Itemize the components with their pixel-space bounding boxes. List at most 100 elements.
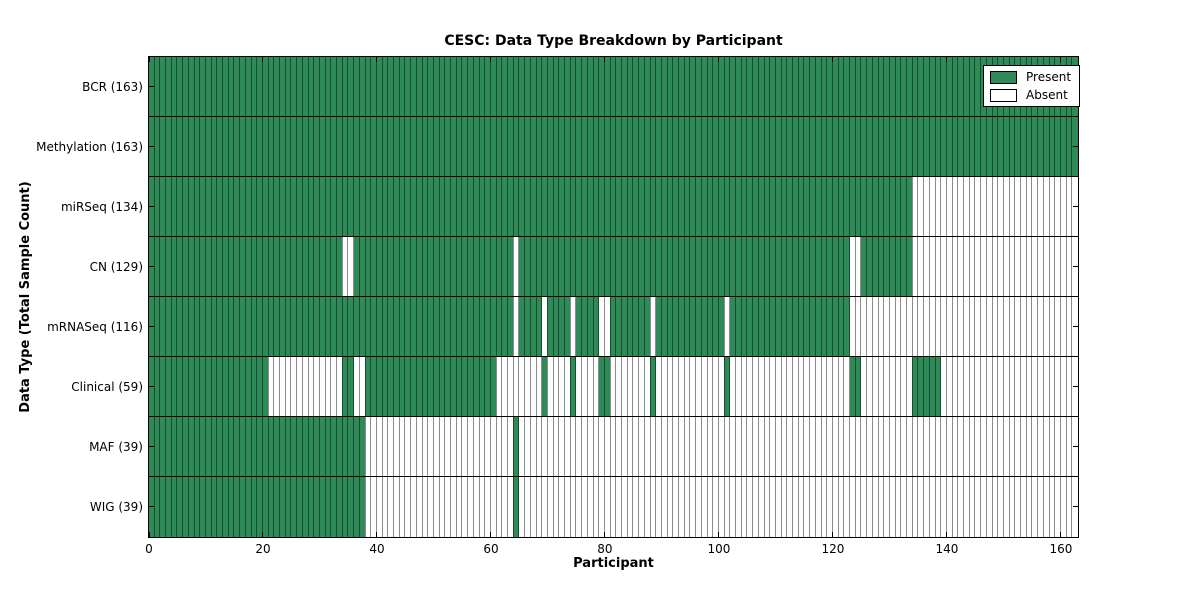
row-mirseq xyxy=(148,176,1078,237)
x-tick-bottom xyxy=(1059,531,1061,537)
row-cn xyxy=(148,236,1078,297)
y-tick-left xyxy=(148,86,154,87)
x-tick-top xyxy=(261,56,263,62)
present-segment xyxy=(518,296,542,357)
x-tick-label-0: 0 xyxy=(145,542,153,556)
x-tick-bottom xyxy=(375,531,377,537)
present-segment xyxy=(912,356,941,417)
present-segment xyxy=(148,416,366,477)
present-segment xyxy=(860,236,913,297)
row-methylation xyxy=(148,116,1078,177)
row-label-cn: CN (129) xyxy=(89,260,143,274)
present-segment xyxy=(570,356,576,417)
x-tick-bottom xyxy=(148,531,150,537)
chart-title: CESC: Data Type Breakdown by Participant xyxy=(444,33,783,49)
x-tick-bottom xyxy=(831,531,833,537)
x-tick-label-160: 160 xyxy=(1049,542,1073,556)
row-separator-line xyxy=(148,476,1078,477)
present-segment xyxy=(513,416,519,477)
x-tick-label-20: 20 xyxy=(255,542,271,556)
y-tick-left xyxy=(148,506,154,507)
x-tick-label-100: 100 xyxy=(707,542,731,556)
present-segment xyxy=(353,236,514,297)
row-label-methylation: Methylation (163) xyxy=(36,140,143,154)
present-segment xyxy=(610,296,651,357)
legend-entry-present: Present xyxy=(990,70,1071,84)
x-tick-top xyxy=(717,56,719,62)
legend-label-present: Present xyxy=(1026,70,1072,84)
x-tick-bottom xyxy=(717,531,719,537)
row-label-wig: WIG (39) xyxy=(89,500,143,514)
x-tick-label-60: 60 xyxy=(483,542,499,556)
present-segment xyxy=(148,476,366,537)
legend-swatch-present-icon xyxy=(990,70,1017,84)
y-tick-right xyxy=(1072,146,1078,147)
y-tick-right xyxy=(1072,506,1078,507)
y-tick-left xyxy=(148,326,154,327)
row-mrnaseq xyxy=(148,296,1078,357)
row-label-maf: MAF (39) xyxy=(89,440,143,454)
present-segment xyxy=(148,296,514,357)
row-separator-line xyxy=(148,116,1078,117)
y-tick-left xyxy=(148,146,154,147)
present-segment xyxy=(724,356,730,417)
present-segment xyxy=(148,236,343,297)
y-tick-right xyxy=(1072,326,1078,327)
x-tick-label-140: 140 xyxy=(935,542,959,556)
row-separator-line xyxy=(148,176,1078,177)
y-tick-left xyxy=(148,206,154,207)
x-tick-bottom xyxy=(261,531,263,537)
y-tick-right xyxy=(1072,266,1078,267)
y-tick-right xyxy=(1072,386,1078,387)
row-label-bcr: BCR (163) xyxy=(82,80,143,94)
present-segment xyxy=(148,56,1078,117)
x-tick-top xyxy=(945,56,947,62)
present-segment xyxy=(598,356,611,417)
y-tick-right xyxy=(1072,446,1078,447)
present-segment xyxy=(148,116,1078,177)
x-axis-label: Participant xyxy=(573,556,654,571)
row-clinical xyxy=(148,356,1078,417)
x-tick-top xyxy=(831,56,833,62)
x-tick-label-120: 120 xyxy=(821,542,845,556)
present-segment xyxy=(342,356,354,417)
row-separator-line xyxy=(148,416,1078,417)
row-wig xyxy=(148,476,1078,537)
y-tick-left xyxy=(148,446,154,447)
row-label-mrnaseq: mRNASeq (116) xyxy=(47,320,143,334)
present-segment xyxy=(655,296,725,357)
x-tick-top xyxy=(148,56,150,62)
x-tick-bottom xyxy=(945,531,947,537)
present-segment xyxy=(541,356,548,417)
row-label-mirseq: miRSeq (134) xyxy=(60,200,143,214)
present-segment xyxy=(365,356,497,417)
y-tick-left xyxy=(148,266,154,267)
present-segment xyxy=(650,356,656,417)
legend: Present Absent xyxy=(983,65,1081,107)
x-tick-top xyxy=(1059,56,1061,62)
y-axis-label: Data Type (Total Sample Count) xyxy=(18,181,33,413)
x-tick-top xyxy=(603,56,605,62)
plot-area xyxy=(147,55,1079,538)
present-segment xyxy=(547,296,571,357)
row-separator-line xyxy=(148,356,1078,357)
x-tick-label-80: 80 xyxy=(597,542,613,556)
x-tick-top xyxy=(489,56,491,62)
present-segment xyxy=(729,296,850,357)
legend-label-absent: Absent xyxy=(1026,88,1068,102)
legend-entry-absent: Absent xyxy=(990,88,1071,102)
row-maf xyxy=(148,416,1078,477)
y-tick-left xyxy=(148,386,154,387)
x-tick-top xyxy=(375,56,377,62)
y-tick-right xyxy=(1072,206,1078,207)
row-label-clinical: Clinical (59) xyxy=(71,380,143,394)
row-separator-line xyxy=(148,296,1078,297)
x-tick-bottom xyxy=(603,531,605,537)
legend-swatch-absent-icon xyxy=(990,88,1017,102)
present-segment xyxy=(148,176,913,237)
present-segment xyxy=(513,476,519,537)
present-segment xyxy=(849,356,861,417)
present-segment xyxy=(518,236,850,297)
present-segment xyxy=(575,296,599,357)
